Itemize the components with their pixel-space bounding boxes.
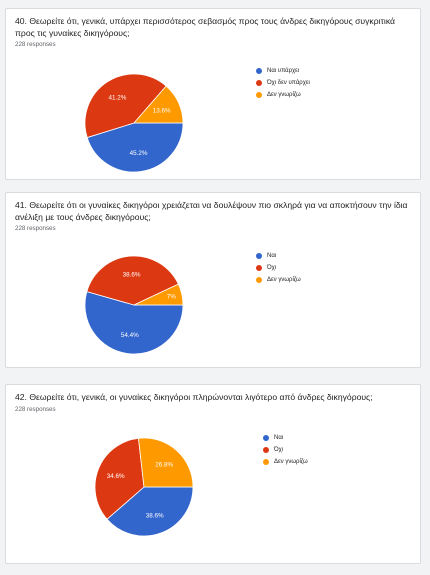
slice-label: 41.2% bbox=[108, 95, 126, 102]
legend-item[interactable]: Όχι bbox=[256, 263, 301, 272]
legend-item[interactable]: Ναι bbox=[256, 251, 301, 260]
legend-swatch bbox=[263, 446, 269, 453]
question-title: 42. Θεωρείτε ότι, γενικά, οι γυναίκες δι… bbox=[15, 392, 373, 402]
legend-item[interactable]: Δεν γνωρίζω bbox=[256, 90, 310, 99]
legend-swatch bbox=[256, 79, 262, 86]
pie-chart: 38.6% 34.6% 26.8% bbox=[94, 437, 194, 537]
question-card-41: 41. Θεωρείτε ότι οι γυναίκες δικηγόροι χ… bbox=[5, 192, 421, 368]
pie-slice[interactable] bbox=[133, 283, 184, 306]
chart-legend: Ναι υπάρχει Όχι δεν υπάρχει Δεν γνωρίζω bbox=[256, 66, 310, 102]
response-count: 228 responses bbox=[15, 225, 56, 232]
pie-slice[interactable] bbox=[133, 85, 184, 124]
slice-label: 54.4% bbox=[121, 332, 139, 339]
legend-swatch bbox=[256, 264, 262, 271]
slice-label: 45.2% bbox=[130, 150, 148, 157]
legend-swatch bbox=[256, 252, 262, 259]
legend-label: Ναι υπάρχει bbox=[267, 67, 300, 74]
pie-slice[interactable] bbox=[94, 437, 145, 520]
legend-swatch bbox=[256, 276, 262, 283]
pie-slice[interactable] bbox=[138, 437, 194, 488]
slice-label: 7% bbox=[167, 294, 177, 301]
slice-label: 26.8% bbox=[155, 461, 173, 468]
legend-label: Όχι δεν υπάρχει bbox=[267, 79, 310, 86]
legend-label: Δεν γνωρίζω bbox=[267, 91, 301, 98]
legend-item[interactable]: Όχι δεν υπάρχει bbox=[256, 78, 310, 87]
slice-label: 38.6% bbox=[146, 512, 164, 519]
legend-item[interactable]: Δεν γνωρίζω bbox=[263, 457, 308, 466]
response-count: 228 responses bbox=[15, 406, 56, 413]
legend-label: Δεν γνωρίζω bbox=[267, 276, 301, 283]
question-title: 40. Θεωρείτε ότι, γενικά, υπάρχει περισσ… bbox=[15, 16, 395, 38]
pie-slice[interactable] bbox=[86, 255, 179, 306]
slice-label: 13.6% bbox=[153, 107, 171, 114]
pie-slice[interactable] bbox=[84, 73, 167, 139]
legend-swatch bbox=[263, 434, 269, 441]
legend-label: Ναι bbox=[274, 434, 284, 441]
question-card-42: 42. Θεωρείτε ότι, γενικά, οι γυναίκες δι… bbox=[5, 384, 421, 564]
legend-label: Ναι bbox=[267, 252, 277, 259]
question-title: 41. Θεωρείτε ότι οι γυναίκες δικηγόροι χ… bbox=[15, 200, 408, 222]
pie-slice[interactable] bbox=[84, 291, 184, 355]
legend-label: Όχι bbox=[274, 446, 284, 453]
legend-item[interactable]: Δεν γνωρίζω bbox=[256, 275, 301, 284]
legend-item[interactable]: Όχι bbox=[263, 445, 308, 454]
question-card-40: 40. Θεωρείτε ότι, γενικά, υπάρχει περισσ… bbox=[5, 8, 421, 180]
pie-slice[interactable] bbox=[86, 122, 184, 173]
legend-label: Δεν γνωρίζω bbox=[274, 458, 308, 465]
chart-legend: Ναι Όχι Δεν γνωρίζω bbox=[256, 251, 301, 287]
pie-slice[interactable] bbox=[106, 486, 194, 537]
chart-legend: Ναι Όχι Δεν γνωρίζω bbox=[263, 433, 308, 469]
legend-swatch bbox=[256, 67, 262, 74]
legend-swatch bbox=[263, 458, 269, 465]
slice-label: 38.6% bbox=[123, 272, 141, 279]
response-count: 228 responses bbox=[15, 41, 56, 48]
legend-label: Όχι bbox=[267, 264, 277, 271]
legend-item[interactable]: Ναι bbox=[263, 433, 308, 442]
legend-item[interactable]: Ναι υπάρχει bbox=[256, 66, 310, 75]
pie-chart: 45.2% 41.2% 13.6% bbox=[84, 73, 184, 173]
legend-swatch bbox=[256, 91, 262, 98]
pie-chart: 54.4% 38.6% 7% bbox=[84, 255, 184, 355]
slice-label: 34.6% bbox=[107, 473, 125, 480]
